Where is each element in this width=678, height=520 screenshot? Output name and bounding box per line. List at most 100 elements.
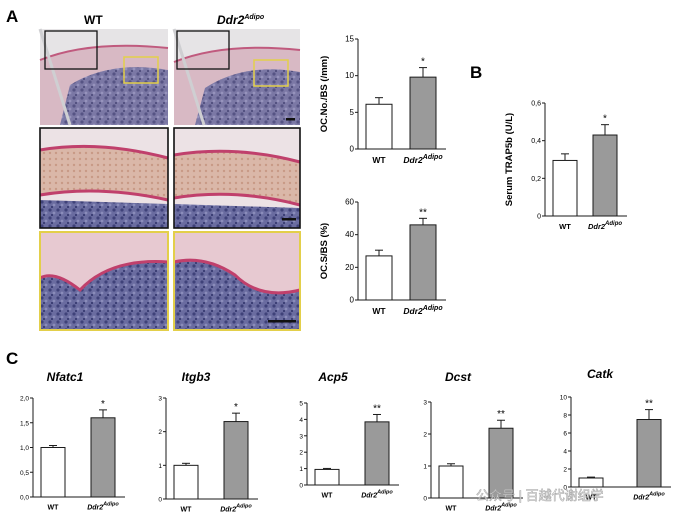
y-tick-label: 2 — [158, 429, 162, 436]
category-base: WT — [559, 222, 571, 231]
bar-ddr2 — [592, 134, 618, 217]
y-tick-label: 3 — [299, 433, 303, 440]
category-base: WT — [446, 506, 458, 513]
y-tick-label: 1,0 — [20, 445, 29, 452]
significance-mark: * — [603, 114, 607, 125]
category-base: WT — [48, 505, 60, 512]
category-base: Ddr2 — [485, 506, 501, 513]
chart-title: Itgb3 — [182, 370, 211, 384]
category-base: WT — [322, 493, 334, 500]
y-axis-title: OC.No./BS (/mm) — [319, 56, 330, 133]
category-label: Ddr2Adipo — [220, 504, 252, 514]
chart-title: Dcst — [445, 370, 472, 384]
y-tick-label: 10 — [345, 71, 354, 80]
panel-letter-a: A — [6, 7, 18, 26]
bar-ddr2 — [409, 76, 437, 150]
y-tick-label: 2 — [423, 432, 427, 439]
category-label: WT — [559, 222, 571, 231]
category-label: WT — [181, 507, 193, 514]
chart-nfatc1: 0,0 0,5 1,0 1,5 2,0 WT * Ddr2Adipo Nfatc1 — [20, 370, 125, 512]
zoom-box-black — [176, 30, 230, 70]
bar-ddr2 — [90, 417, 116, 498]
bar-wt — [365, 255, 393, 301]
chart-oc-surface: 0 20 40 60 WT ** Ddr2Adipo OC.S/BS (%) — [319, 198, 446, 316]
bar-wt — [578, 477, 604, 488]
histology-ddr2-black-zoom — [173, 127, 301, 229]
header-wt: WT — [84, 13, 103, 27]
chart-oc-number: 0 5 10 15 WT * Ddr2Adipo OC.No./BS (/mm) — [319, 35, 446, 165]
category-base: Ddr2 — [403, 306, 423, 316]
category-base: Ddr2 — [588, 222, 606, 231]
y-tick-label: 3 — [158, 396, 162, 403]
y-tick-label: 4 — [299, 417, 303, 424]
y-tick-label: 0 — [537, 214, 541, 221]
y-tick-label: 60 — [345, 198, 354, 207]
zoom-box-black — [44, 30, 98, 70]
category-label: Ddr2Adipo — [485, 503, 517, 513]
y-tick-label: 0,0 — [20, 495, 29, 502]
category-superscript: Adipo — [500, 503, 517, 509]
y-tick-label: 2 — [299, 450, 303, 457]
significance-mark: * — [421, 57, 425, 68]
category-label: Ddr2Adipo — [361, 490, 393, 500]
category-base: Ddr2 — [220, 507, 236, 514]
category-superscript: Adipo — [648, 492, 665, 498]
y-tick-label: 0 — [563, 485, 567, 492]
significance-mark: * — [234, 402, 238, 413]
y-tick-label: 20 — [345, 263, 354, 272]
category-base: Ddr2 — [403, 155, 423, 165]
histology-wt-yellow-zoom — [39, 231, 169, 331]
y-tick-label: 10 — [560, 395, 568, 402]
y-tick-label: 2,0 — [20, 396, 29, 403]
y-tick-label: 2 — [563, 467, 567, 474]
histology-ddr2-yellow-zoom — [173, 231, 301, 331]
y-tick-label: 0,6 — [531, 101, 541, 108]
y-tick-label: 1 — [423, 464, 427, 471]
chart-serum-trap5b: 0 0,2 0,4 0,6 WT * Ddr2Adipo Serum TRAP5b (U/L) — [504, 101, 627, 231]
histology-ddr2-overview — [172, 28, 301, 126]
bar-wt — [552, 159, 578, 217]
category-label: WT — [586, 495, 598, 502]
y-tick-label: 5 — [350, 108, 355, 117]
y-tick-label: 0 — [423, 496, 427, 503]
y-tick-label: 3 — [423, 400, 427, 407]
y-tick-label: 5 — [299, 401, 303, 408]
chart-itgb3: 0 1 2 3 WT * Ddr2Adipo Itgb3 — [158, 370, 258, 514]
category-label: Ddr2Adipo — [588, 221, 622, 231]
y-tick-label: 40 — [345, 230, 354, 239]
category-superscript: Adipo — [422, 154, 444, 161]
bar-wt — [438, 465, 464, 499]
category-base: WT — [586, 495, 598, 502]
panel-letter-c: C — [6, 349, 18, 368]
panel-letter-b: B — [470, 63, 482, 82]
y-tick-label: 0 — [350, 145, 355, 154]
category-base: Ddr2 — [633, 495, 649, 502]
category-superscript: Adipo — [376, 490, 393, 496]
zoom-box-yellow — [253, 59, 289, 87]
y-axis-title: Serum TRAP5b (U/L) — [504, 113, 515, 206]
zoom-box-yellow — [123, 56, 159, 84]
y-tick-label: 0,2 — [531, 176, 541, 183]
y-tick-label: 0 — [299, 483, 303, 490]
bar-wt — [40, 447, 66, 498]
chart-title: Nfatc1 — [47, 370, 84, 384]
significance-mark: * — [101, 399, 105, 410]
histology-wt-overview — [38, 28, 169, 126]
scale-bar — [282, 218, 296, 221]
y-tick-label: 6 — [563, 431, 567, 438]
watermark-text: 公众号 | 百越代谢组学 — [476, 488, 604, 503]
category-base: Ddr2 — [361, 493, 377, 500]
significance-mark: ** — [419, 207, 427, 218]
category-label: Ddr2Adipo — [633, 492, 665, 502]
y-tick-label: 0,4 — [531, 138, 541, 145]
y-tick-label: 1 — [299, 466, 303, 473]
category-label: WT — [322, 493, 334, 500]
category-base: WT — [181, 507, 193, 514]
category-base: WT — [372, 306, 386, 316]
bar-ddr2 — [636, 419, 662, 488]
bar-ddr2 — [409, 224, 437, 301]
scale-bar — [286, 118, 295, 121]
bar-wt — [173, 464, 199, 500]
category-label: WT — [372, 306, 386, 316]
